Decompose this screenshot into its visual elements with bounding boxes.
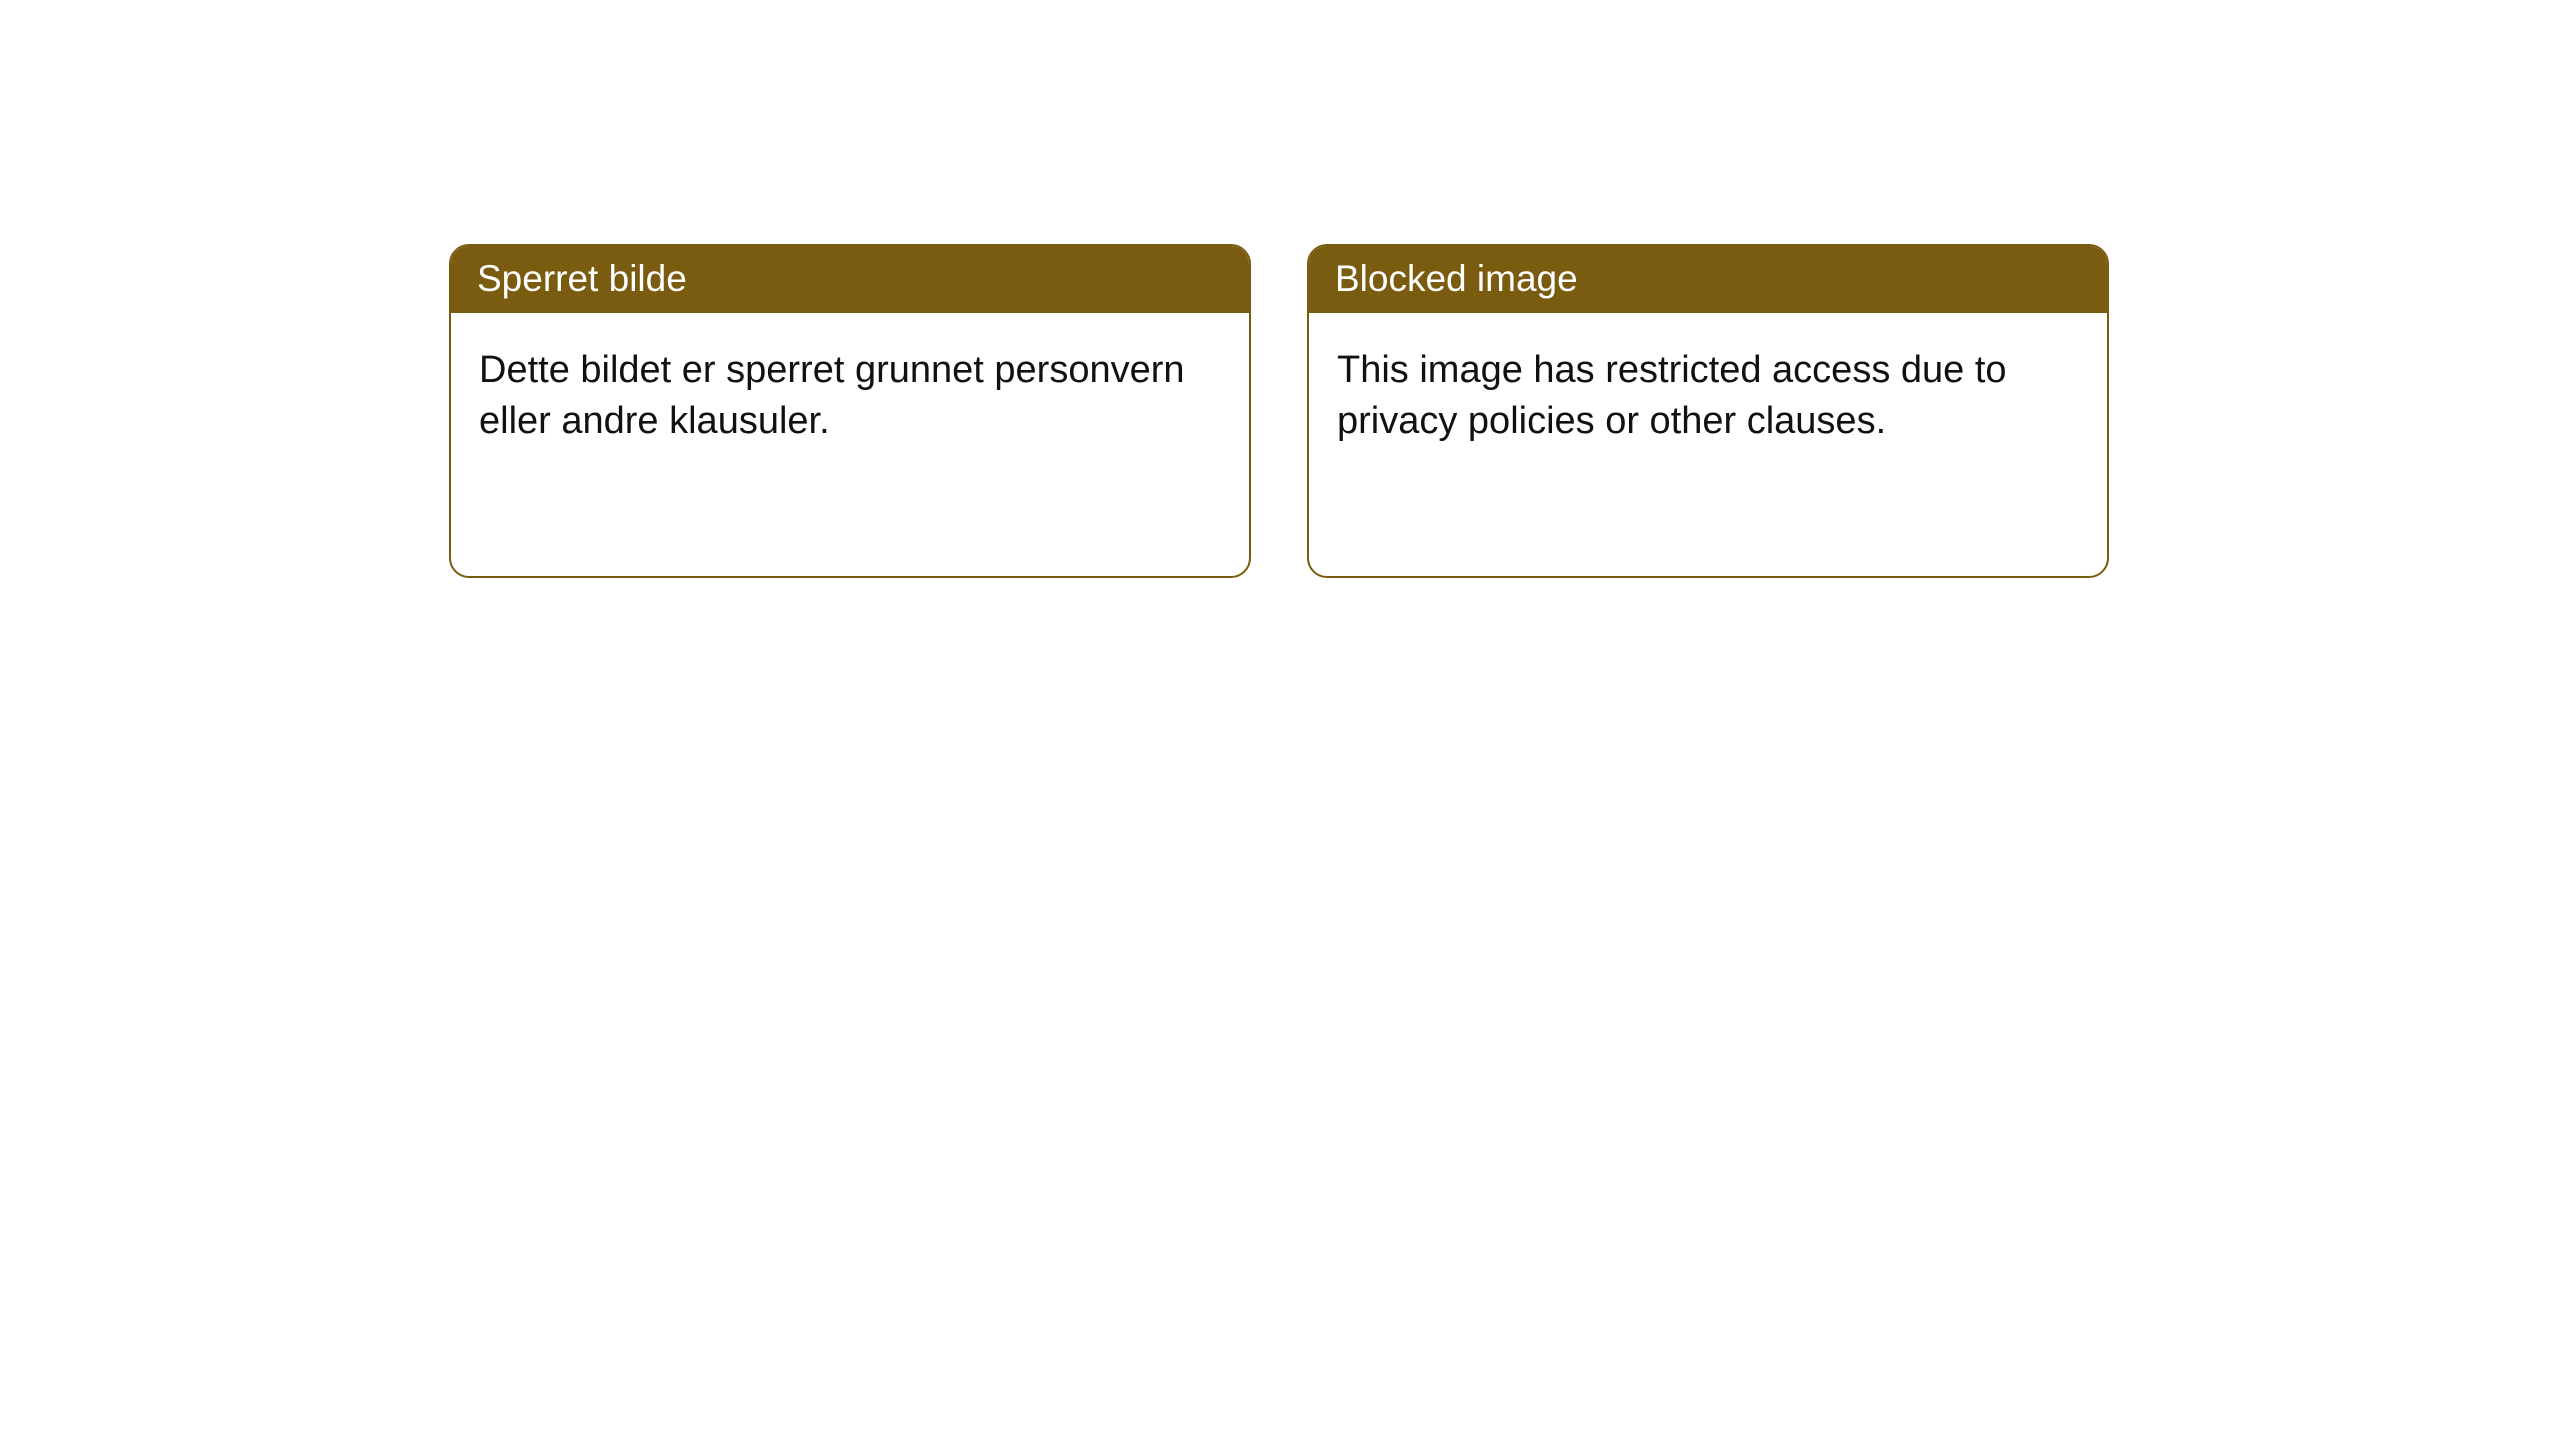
- notice-header-en: Blocked image: [1309, 246, 2107, 313]
- notice-panel-no: Sperret bilde Dette bildet er sperret gr…: [449, 244, 1251, 578]
- notice-header-no: Sperret bilde: [451, 246, 1249, 313]
- notice-container: Sperret bilde Dette bildet er sperret gr…: [0, 0, 2560, 578]
- notice-body-no: Dette bildet er sperret grunnet personve…: [451, 313, 1249, 480]
- notice-body-en: This image has restricted access due to …: [1309, 313, 2107, 480]
- notice-panel-en: Blocked image This image has restricted …: [1307, 244, 2109, 578]
